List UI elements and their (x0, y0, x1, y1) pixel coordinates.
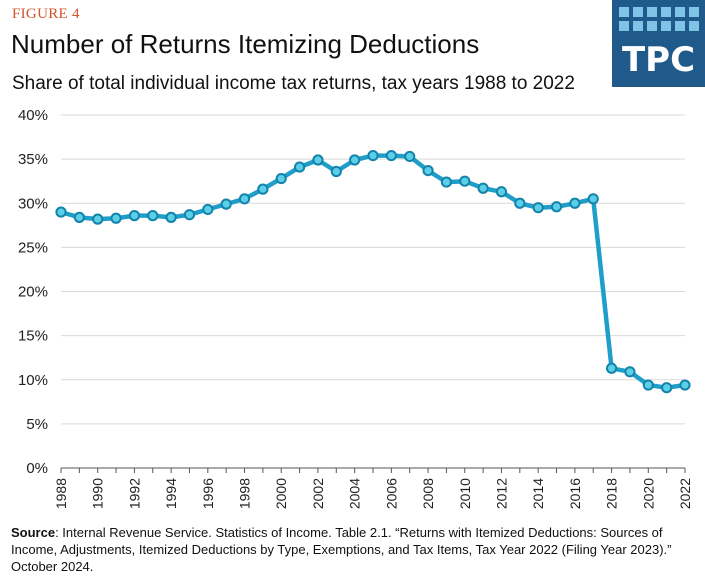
chart-title: Number of Returns Itemizing Deductions (11, 29, 480, 59)
data-point (550, 201, 563, 213)
data-point (128, 210, 141, 222)
data-point (514, 197, 526, 209)
y-tick-label: 15% (18, 328, 48, 345)
data-point (147, 210, 159, 222)
data-point (220, 198, 232, 210)
x-tick-label: 1988 (53, 478, 69, 509)
data-point (605, 362, 618, 374)
series-itemizing-share (55, 149, 691, 394)
x-tick-label: 1994 (163, 478, 179, 509)
data-point (385, 149, 397, 162)
data-point (459, 175, 471, 187)
data-point (55, 206, 67, 218)
data-point (495, 186, 508, 198)
source-note: Source: Internal Revenue Service. Statis… (11, 524, 691, 575)
source-text: : Internal Revenue Service. Statistics o… (11, 525, 672, 574)
data-point (440, 176, 453, 188)
x-tick-label: 2008 (420, 478, 436, 509)
data-point (92, 213, 104, 225)
data-point (275, 172, 287, 185)
x-tick-label: 1990 (90, 478, 106, 509)
tpc-logo: TPC (612, 0, 705, 87)
data-point (367, 149, 379, 162)
line-chart: 0%5%10%15%20%25%30%35%40% 1988 1990 1992 19… (18, 107, 693, 509)
x-tick-label: 2000 (273, 478, 289, 509)
chart-subtitle: Share of total individual income tax ret… (12, 73, 575, 94)
x-tick-label: 1996 (200, 478, 216, 509)
data-point (257, 183, 269, 195)
data-point (312, 154, 324, 166)
y-tick-label: 0% (26, 460, 48, 477)
data-point (422, 164, 434, 177)
data-point (587, 193, 599, 205)
x-tick-label: 2018 (604, 478, 620, 509)
figure-label: FIGURE 4 (12, 6, 80, 22)
y-axis-ticks: 0% 5% 10% 15% 20% 25% 30% 35% 40% (18, 107, 48, 477)
x-tick-label: 2006 (383, 478, 399, 509)
data-point (679, 379, 691, 391)
source-label: Source (11, 525, 56, 540)
series-line (58, 153, 688, 390)
data-point (293, 161, 306, 173)
y-tick-label: 20% (18, 284, 48, 301)
x-tick-label: 2004 (347, 478, 363, 509)
data-point (349, 154, 361, 166)
data-point (73, 211, 85, 223)
data-point (532, 202, 544, 214)
y-tick-label: 35% (18, 151, 48, 168)
x-tick-label: 2012 (493, 478, 509, 509)
x-tick-label: 2016 (567, 478, 583, 509)
y-tick-label: 30% (18, 195, 48, 212)
logo-text: TPC (621, 40, 696, 80)
data-point (202, 203, 214, 216)
y-tick-label: 25% (18, 239, 48, 256)
data-point (569, 197, 581, 209)
x-tick-label: 1992 (126, 478, 142, 509)
y-tick-label: 5% (26, 416, 48, 433)
data-point (477, 182, 489, 194)
x-axis-ticks: 1988 1990 1992 1994 1996 1998 2000 2002 2004 2006… (53, 468, 693, 509)
data-point (404, 150, 416, 163)
data-point (238, 193, 251, 205)
x-tick-label: 2022 (677, 478, 693, 509)
x-tick-label: 2020 (640, 478, 656, 509)
data-point (110, 212, 122, 224)
data-point (624, 366, 636, 378)
x-tick-label: 2002 (310, 478, 326, 509)
y-tick-label: 40% (18, 107, 48, 124)
x-tick-label: 2010 (457, 478, 473, 509)
data-point (642, 379, 654, 391)
y-tick-label: 10% (18, 372, 48, 389)
data-point (183, 209, 196, 221)
x-tick-label: 1998 (237, 478, 253, 509)
x-tick-label: 2014 (530, 478, 546, 509)
data-point (165, 211, 177, 223)
data-point (661, 382, 673, 394)
gridlines (61, 114, 685, 425)
data-point (330, 165, 342, 178)
